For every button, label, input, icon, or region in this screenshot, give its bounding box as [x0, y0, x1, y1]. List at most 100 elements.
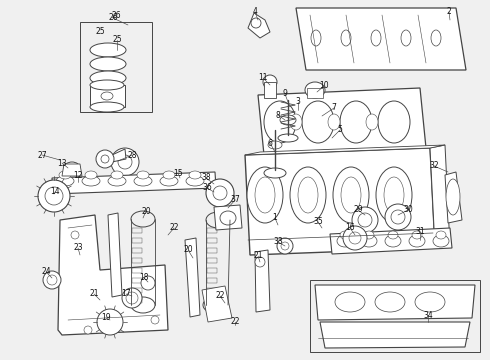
Ellipse shape — [328, 114, 340, 130]
Text: 20: 20 — [141, 207, 151, 216]
Ellipse shape — [371, 30, 381, 46]
Ellipse shape — [118, 155, 132, 169]
Ellipse shape — [391, 210, 405, 224]
Bar — [132, 288, 142, 293]
Ellipse shape — [137, 171, 149, 179]
Ellipse shape — [298, 177, 318, 213]
Text: 9: 9 — [283, 90, 288, 99]
Ellipse shape — [305, 82, 325, 98]
Text: 2: 2 — [446, 8, 451, 17]
Ellipse shape — [251, 18, 261, 28]
Ellipse shape — [47, 275, 57, 285]
Polygon shape — [315, 285, 475, 320]
Text: 37: 37 — [230, 195, 240, 204]
Ellipse shape — [302, 101, 334, 143]
Text: 12: 12 — [73, 171, 83, 180]
Text: 1: 1 — [272, 213, 277, 222]
Ellipse shape — [141, 276, 155, 290]
Bar — [132, 278, 142, 283]
Ellipse shape — [213, 186, 227, 200]
Ellipse shape — [255, 177, 275, 213]
Ellipse shape — [358, 213, 372, 227]
Ellipse shape — [64, 162, 80, 174]
Text: 22: 22 — [230, 318, 240, 327]
Ellipse shape — [160, 176, 178, 186]
Ellipse shape — [220, 211, 236, 225]
Ellipse shape — [90, 43, 126, 57]
Text: 29: 29 — [353, 206, 363, 215]
Ellipse shape — [84, 326, 92, 334]
Ellipse shape — [108, 176, 126, 186]
Ellipse shape — [388, 231, 398, 239]
Bar — [207, 248, 217, 253]
Ellipse shape — [264, 168, 286, 178]
Text: 21: 21 — [253, 252, 263, 261]
Ellipse shape — [385, 204, 411, 230]
Bar — [207, 278, 217, 283]
Text: 14: 14 — [50, 188, 60, 197]
Ellipse shape — [71, 231, 79, 239]
Ellipse shape — [352, 207, 378, 233]
Polygon shape — [430, 145, 450, 248]
Polygon shape — [108, 213, 122, 297]
Ellipse shape — [101, 92, 113, 100]
Polygon shape — [296, 8, 466, 70]
Text: 15: 15 — [173, 168, 183, 177]
Text: 33: 33 — [273, 238, 283, 247]
Ellipse shape — [122, 288, 142, 308]
Text: 4: 4 — [252, 8, 257, 17]
Polygon shape — [214, 205, 242, 230]
Ellipse shape — [90, 80, 124, 90]
Text: 26: 26 — [111, 10, 121, 19]
Ellipse shape — [433, 235, 449, 247]
Text: 11: 11 — [258, 73, 268, 82]
Text: 25: 25 — [112, 36, 122, 45]
Bar — [207, 288, 217, 293]
Ellipse shape — [335, 292, 365, 312]
Bar — [132, 258, 142, 263]
Ellipse shape — [401, 30, 411, 46]
Bar — [132, 238, 142, 243]
Bar — [132, 248, 142, 253]
Ellipse shape — [431, 30, 441, 46]
Ellipse shape — [378, 101, 410, 143]
Ellipse shape — [38, 180, 70, 212]
Ellipse shape — [409, 235, 425, 247]
Ellipse shape — [385, 235, 401, 247]
Ellipse shape — [56, 176, 74, 186]
Bar — [90, 85, 125, 107]
Polygon shape — [112, 149, 126, 162]
Text: 32: 32 — [429, 162, 439, 171]
Bar — [80, 22, 152, 112]
Bar — [207, 298, 217, 303]
Text: 21: 21 — [89, 289, 99, 298]
Ellipse shape — [364, 231, 374, 239]
Text: 22: 22 — [215, 292, 225, 301]
Text: 26: 26 — [108, 13, 118, 22]
Text: 17: 17 — [121, 289, 131, 298]
Ellipse shape — [375, 292, 405, 312]
Ellipse shape — [97, 309, 123, 335]
Polygon shape — [445, 172, 462, 223]
Text: 24: 24 — [41, 267, 51, 276]
Ellipse shape — [189, 171, 201, 179]
Text: 35: 35 — [313, 217, 323, 226]
Ellipse shape — [111, 171, 123, 179]
Bar — [207, 268, 217, 273]
Ellipse shape — [277, 238, 293, 254]
Ellipse shape — [151, 316, 159, 324]
Text: 16: 16 — [345, 224, 355, 233]
Ellipse shape — [349, 232, 361, 244]
Ellipse shape — [264, 101, 296, 143]
Ellipse shape — [82, 176, 100, 186]
Bar — [264, 82, 276, 98]
Polygon shape — [185, 238, 200, 317]
Text: 10: 10 — [319, 81, 329, 90]
Polygon shape — [258, 88, 426, 155]
Ellipse shape — [366, 114, 378, 130]
Ellipse shape — [90, 71, 126, 85]
Ellipse shape — [163, 171, 175, 179]
Bar — [310, 280, 480, 352]
Text: 5: 5 — [338, 126, 343, 135]
Ellipse shape — [101, 155, 109, 163]
